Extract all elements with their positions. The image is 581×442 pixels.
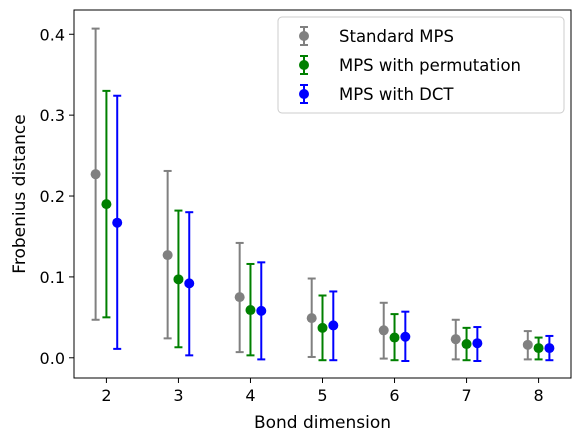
data-point: [522, 339, 533, 350]
chart-marks: [90, 27, 555, 363]
data-point: [533, 343, 544, 354]
data-point: [256, 305, 267, 316]
data-point: [184, 278, 195, 289]
data-point: [245, 305, 256, 316]
data-point: [400, 331, 411, 342]
x-tick-label: 6: [389, 386, 399, 405]
x-tick-label: 5: [317, 386, 327, 405]
data-point: [378, 325, 389, 336]
data-point: [544, 343, 555, 354]
legend-marker: [299, 31, 309, 41]
y-tick-label: 0.3: [40, 106, 65, 125]
legend: Standard MPS MPS with permutation MPS with…: [277, 16, 565, 114]
series-2: [112, 94, 555, 363]
x-tick-label: 3: [173, 386, 183, 405]
legend-label: MPS with permutation: [339, 56, 521, 75]
x-tick-label: 8: [533, 386, 543, 405]
x-tick-label: 4: [245, 386, 255, 405]
series-1: [101, 89, 544, 362]
x-tick-label: 7: [461, 386, 471, 405]
data-point: [90, 169, 101, 180]
data-point: [328, 320, 339, 331]
data-point: [472, 338, 483, 349]
data-point: [234, 292, 245, 303]
legend-marker: [299, 89, 309, 99]
data-point: [317, 322, 328, 333]
data-point: [306, 313, 317, 324]
y-axis-label: Frobenius distance: [10, 114, 30, 273]
x-axis-label: Bond dimension: [254, 413, 391, 433]
data-point: [450, 334, 461, 345]
data-point: [389, 332, 400, 343]
axes: 2 3 4 5 6 7 8 0.0 0.1 0.2 0.3 0.4: [40, 9, 572, 405]
legend-label: MPS with DCT: [339, 85, 454, 104]
data-point: [173, 274, 184, 285]
data-point: [461, 339, 472, 350]
series-0: [90, 27, 533, 361]
legend-label: Standard MPS: [339, 27, 454, 46]
y-tick-label: 0.4: [40, 25, 65, 44]
legend-marker: [299, 60, 309, 70]
x-tick-label: 2: [101, 386, 111, 405]
data-point: [162, 250, 173, 261]
y-tick-label: 0.0: [40, 349, 65, 368]
data-point: [101, 199, 112, 210]
y-tick-label: 0.2: [40, 187, 65, 206]
y-tick-label: 0.1: [40, 268, 65, 287]
data-point: [112, 217, 123, 228]
legend-box: [277, 16, 565, 114]
